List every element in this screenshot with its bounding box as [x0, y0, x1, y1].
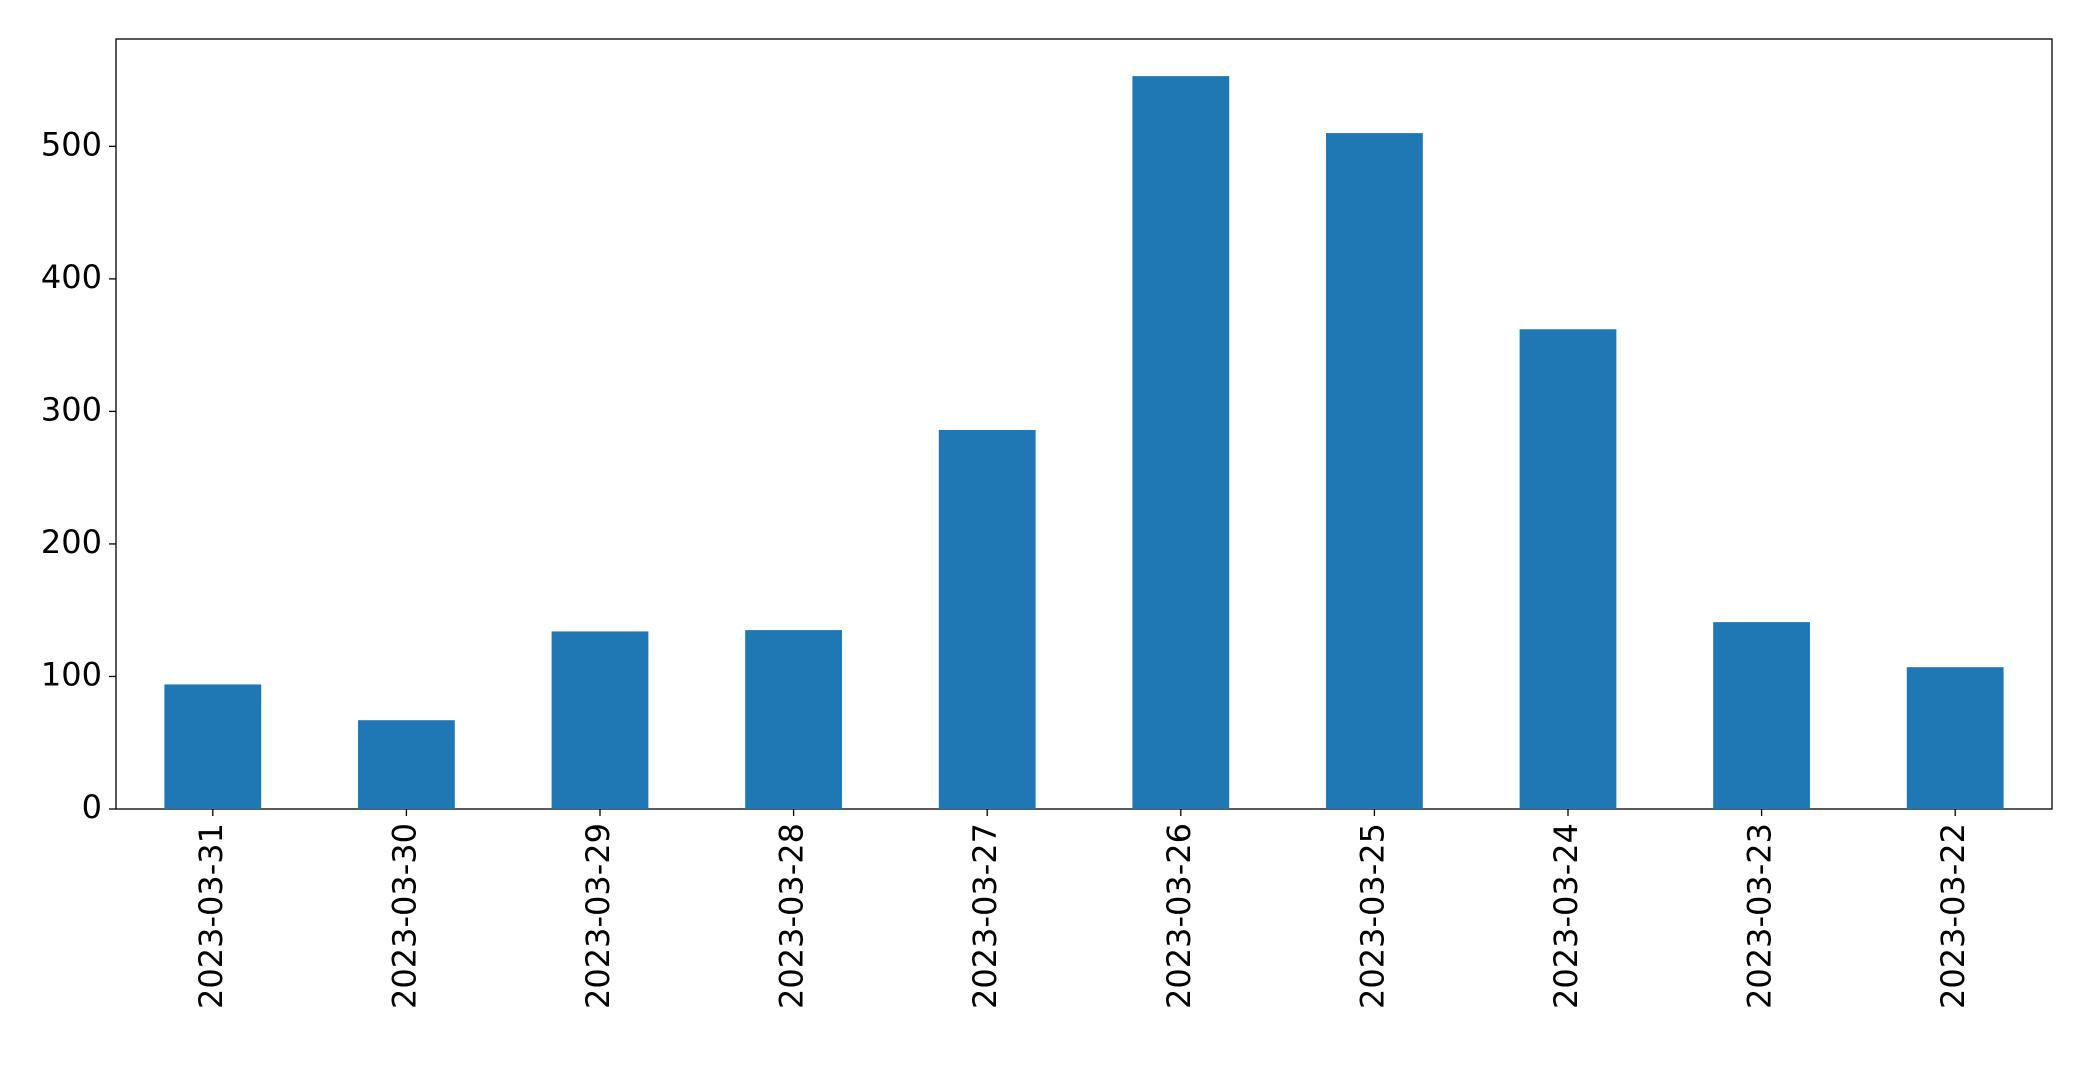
y-tick-label: 300	[41, 390, 102, 428]
x-tick-label: 2023-03-24	[1547, 823, 1585, 1009]
y-tick-label: 100	[41, 655, 102, 693]
x-tick-label: 2023-03-27	[966, 823, 1004, 1009]
plot-frame	[115, 38, 2053, 810]
bar	[358, 720, 455, 809]
x-tick-label: 2023-03-31	[192, 823, 230, 1009]
x-tick-label: 2023-03-30	[385, 823, 423, 1009]
bar	[1713, 622, 1810, 809]
bar	[164, 684, 262, 809]
x-tick-label: 2023-03-28	[773, 823, 811, 1009]
bar	[1906, 667, 2004, 809]
y-tick-label: 500	[41, 125, 102, 163]
y-tick-label: 200	[41, 523, 102, 561]
y-tick-label: 400	[41, 258, 102, 296]
bar	[1326, 133, 1423, 810]
x-tick-label: 2023-03-29	[579, 823, 617, 1009]
bar	[1132, 76, 1230, 809]
bar	[1519, 329, 1617, 809]
x-tick-label: 2023-03-23	[1741, 823, 1779, 1009]
x-tick-label: 2023-03-25	[1353, 823, 1391, 1009]
y-tick-label: 0	[82, 788, 102, 826]
x-tick-label: 2023-03-22	[1934, 823, 1972, 1009]
bar	[938, 429, 1036, 809]
x-tick-label: 2023-03-26	[1160, 823, 1198, 1009]
bar	[745, 630, 842, 809]
bar	[551, 631, 649, 809]
